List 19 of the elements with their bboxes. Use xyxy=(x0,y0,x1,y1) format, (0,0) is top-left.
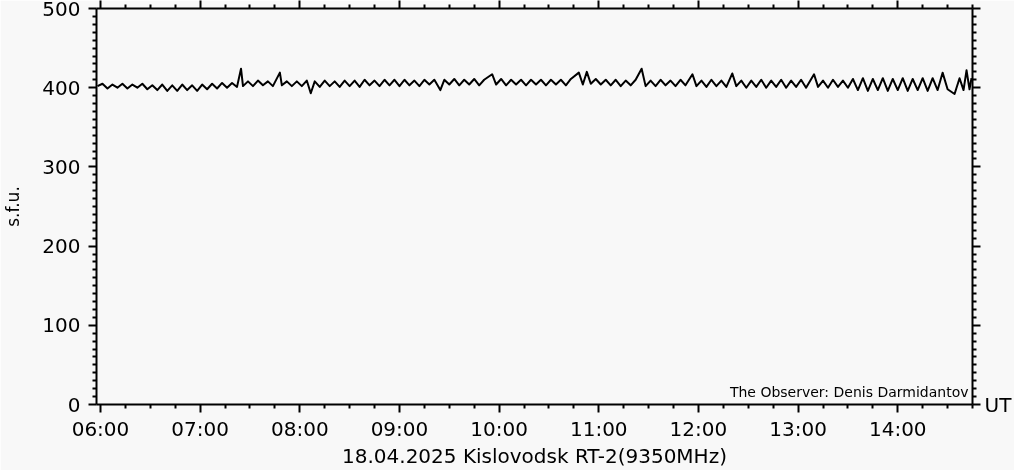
x-tick-label: 11:00 xyxy=(569,416,628,441)
y-tick-label: 100 xyxy=(42,313,81,338)
y-tick-label: 300 xyxy=(42,154,81,179)
x-tick-label: 06:00 xyxy=(71,416,130,441)
x-tick-label: 13:00 xyxy=(769,416,827,441)
y-tick-label: 500 xyxy=(42,0,81,21)
y-axis-title: s.f.u. xyxy=(3,186,24,227)
x-tick-label: 09:00 xyxy=(370,416,429,441)
text: 18.04.2025 Kislovodsk RT-2(9350MHz) xyxy=(342,443,727,468)
y-tick-label: 200 xyxy=(42,234,81,259)
y-tick-label: 0 xyxy=(67,392,81,417)
y-tick-label: 400 xyxy=(42,75,81,100)
x-tick-label: 08:00 xyxy=(270,416,329,441)
annotation: The Observer: Denis Darmidantov xyxy=(728,383,969,400)
x-tick-label: 14:00 xyxy=(868,416,927,441)
x-axis-title: UT xyxy=(984,392,1013,417)
x-tick-label: 07:00 xyxy=(171,416,229,441)
x-tick-label: 12:00 xyxy=(669,416,728,441)
x-tick-label: 10:00 xyxy=(470,416,528,441)
